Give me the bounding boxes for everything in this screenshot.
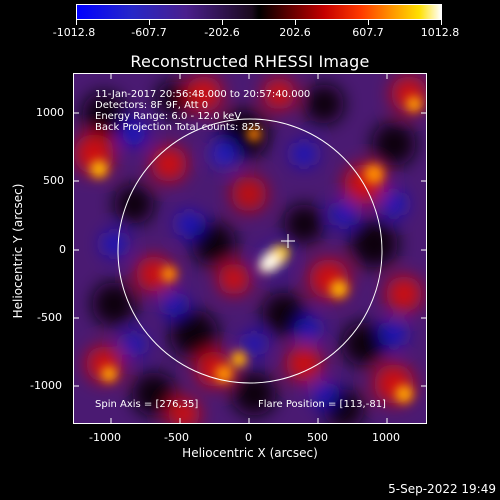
y-tick-label: -500 bbox=[37, 311, 62, 324]
info-line-method-counts: Back Projection Total counts: 825. bbox=[95, 122, 264, 133]
info-line-energy-range: Energy Range: 6.0 - 12.0 keV bbox=[95, 111, 242, 122]
x-tick-label: -500 bbox=[164, 431, 189, 444]
y-axis-label: Heliocentric Y (arcsec) bbox=[11, 183, 25, 319]
axis-ticks bbox=[73, 73, 427, 424]
info-line-time-range: 11-Jan-2017 20:56:48.000 to 20:57:40.000 bbox=[95, 89, 311, 100]
info-line-detectors: Detectors: 8F 9F, Att 0 bbox=[95, 100, 209, 111]
colorbar-label: 607.7 bbox=[352, 26, 384, 39]
colorbar-label: -202.6 bbox=[204, 26, 240, 39]
reconstructed-image bbox=[74, 74, 426, 423]
y-tick-label: 1000 bbox=[36, 106, 64, 119]
colorbar-label: 1012.8 bbox=[420, 26, 460, 39]
x-tick-label: -1000 bbox=[89, 431, 121, 444]
y-tick-label: 0 bbox=[59, 243, 66, 256]
colorbar-label: -607.7 bbox=[131, 26, 167, 39]
colorbar-tick bbox=[441, 20, 442, 25]
colorbar-tick bbox=[222, 20, 223, 25]
y-tick-label: 500 bbox=[43, 174, 64, 187]
plot-title: Reconstructed RHESSI Image bbox=[130, 52, 370, 71]
x-tick-label: 0 bbox=[245, 431, 252, 444]
x-tick-label: 500 bbox=[307, 431, 328, 444]
y-tick-label: -1000 bbox=[30, 379, 62, 392]
colorbar bbox=[76, 4, 442, 20]
colorbar-tick bbox=[76, 20, 77, 25]
colorbar-tick bbox=[295, 20, 296, 25]
plot-area: 11-Jan-2017 20:56:48.000 to 20:57:40.000… bbox=[73, 73, 427, 424]
date-stamp: 5-Sep-2022 19:49 bbox=[388, 482, 496, 496]
spin-axis-label: Spin Axis = [276,35] bbox=[95, 399, 199, 410]
x-axis-label: Heliocentric X (arcsec) bbox=[182, 446, 318, 460]
flare-position-label: Flare Position = [113,-81] bbox=[258, 399, 386, 410]
colorbar-tick bbox=[368, 20, 369, 25]
colorbar-label: -1012.8 bbox=[52, 26, 96, 39]
colorbar-tick bbox=[149, 20, 150, 25]
x-tick-label: 1000 bbox=[372, 431, 400, 444]
colorbar-label: 202.6 bbox=[279, 26, 311, 39]
